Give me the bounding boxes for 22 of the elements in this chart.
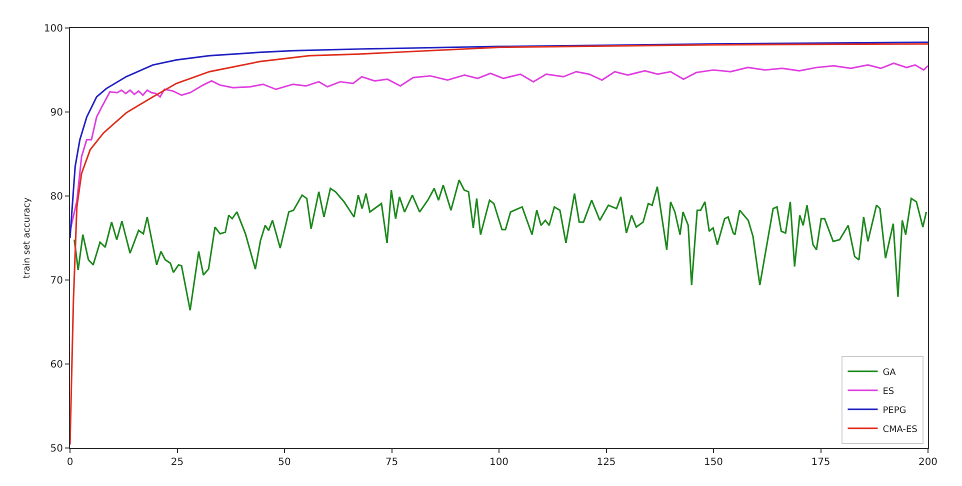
legend-label: CMA-ES — [882, 424, 918, 435]
y-tick-label: 70 — [50, 276, 63, 286]
x-tick-label: 125 — [596, 457, 616, 468]
y-tick-label: 50 — [50, 444, 63, 454]
line-series — [73, 179, 928, 312]
y-tick-label: 100 — [44, 24, 63, 34]
x-tick-label: 175 — [811, 457, 830, 468]
legend-label: PEPG — [882, 406, 906, 416]
x-tick-label: 75 — [385, 457, 398, 468]
x-tick-label: 25 — [170, 457, 184, 468]
y-tick-label: 90 — [50, 108, 63, 118]
x-tick-label: 200 — [918, 457, 938, 468]
legend-label: ES — [882, 386, 894, 397]
line-series — [70, 43, 928, 446]
y-tick-label: 80 — [50, 192, 63, 202]
x-tick-label: 150 — [704, 457, 724, 468]
legend-label: GA — [882, 368, 897, 378]
y-tick-label: 60 — [50, 360, 63, 370]
y-axis-title: train set accuracy — [22, 196, 32, 279]
x-tick-label: 0 — [66, 457, 74, 468]
x-tick-label: 100 — [489, 457, 509, 468]
x-tick-label: 50 — [278, 457, 291, 468]
